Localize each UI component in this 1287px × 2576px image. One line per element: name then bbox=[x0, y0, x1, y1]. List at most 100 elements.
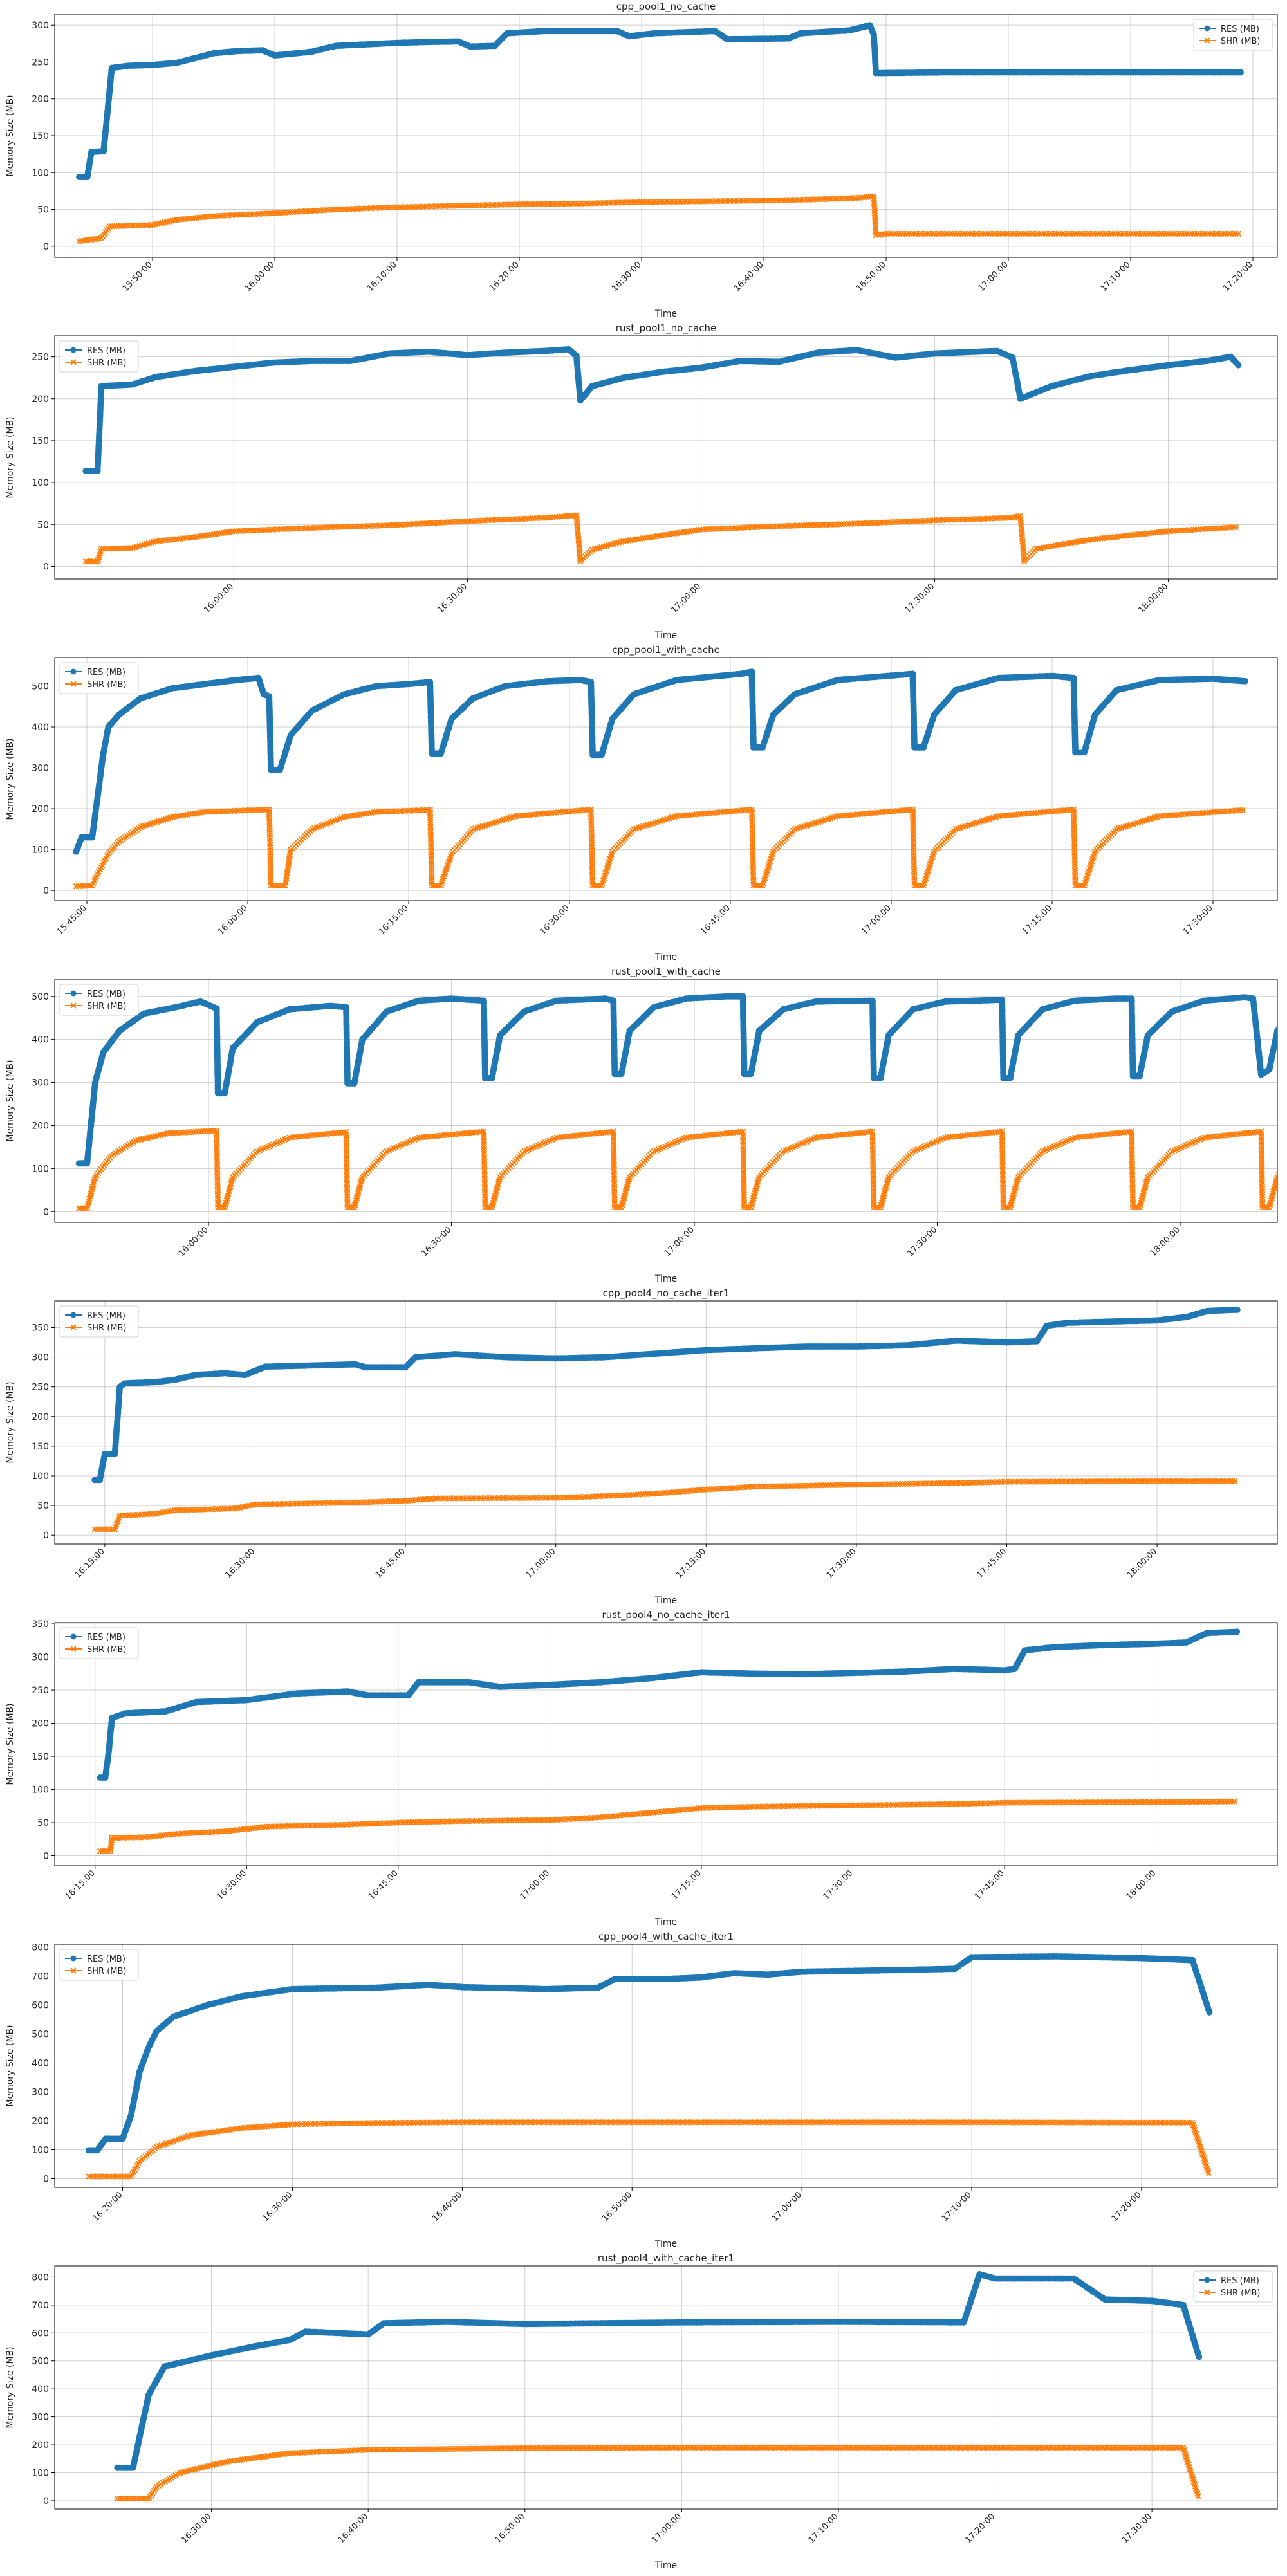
y-tick-label: 500 bbox=[32, 992, 49, 1002]
chart-panel: rust_pool1_no_cache 16:00:00 16:30:00 17:00… bbox=[0, 322, 1287, 643]
y-tick-label: 0 bbox=[43, 1207, 49, 1217]
series-line bbox=[86, 349, 1238, 471]
chart-panel: cpp_pool1_no_cache 15:50:00 16:00:00 16:10:… bbox=[0, 0, 1287, 322]
legend-marker bbox=[71, 347, 77, 353]
x-tick-label: 16:30:00 bbox=[538, 903, 571, 937]
legend-marker bbox=[1205, 26, 1210, 32]
x-tick-label: 17:15:00 bbox=[1021, 903, 1054, 937]
y-tick-label: 500 bbox=[32, 681, 49, 692]
x-tick-label: 17:00:00 bbox=[977, 260, 1010, 293]
y-tick-label: 300 bbox=[32, 1078, 49, 1089]
series-line bbox=[76, 672, 1245, 852]
x-tick-label: 17:10:00 bbox=[1099, 260, 1133, 293]
chart-svg: cpp_pool1_no_cache 15:50:00 16:00:00 16:10:… bbox=[0, 0, 1287, 322]
x-tick-label: 17:30:00 bbox=[903, 582, 936, 615]
x-tick-label: 16:30:00 bbox=[436, 582, 469, 615]
y-tick-label: 400 bbox=[32, 1035, 49, 1045]
data-point bbox=[1279, 1022, 1285, 1028]
y-axis-label: Memory Size (MB) bbox=[5, 738, 15, 820]
legend: RES (MB) SHR (MB) bbox=[60, 341, 138, 372]
chart-title: cpp_pool1_with_cache bbox=[612, 644, 720, 656]
data-point bbox=[1284, 1014, 1287, 1020]
y-tick-label: 100 bbox=[32, 478, 49, 488]
x-tick-label: 16:00:00 bbox=[216, 903, 250, 937]
y-tick-label: 0 bbox=[43, 562, 49, 572]
chart-svg: cpp_pool1_with_cache 15:45:00 16:00:00 16:1… bbox=[0, 643, 1287, 965]
x-tick-label: 16:45:00 bbox=[699, 903, 732, 937]
plot-area bbox=[76, 993, 1287, 1211]
data-point bbox=[1280, 1020, 1286, 1026]
x-tick-label: 16:40:00 bbox=[732, 260, 766, 293]
x-axis-label: Time bbox=[654, 630, 677, 641]
x-tick-label: 16:15:00 bbox=[377, 903, 411, 937]
data-point bbox=[1242, 678, 1248, 685]
x-tick-label: 17:00:00 bbox=[669, 582, 703, 615]
legend-label: SHR (MB) bbox=[87, 358, 126, 368]
y-tick-label: 200 bbox=[32, 804, 49, 814]
plot-area bbox=[82, 346, 1241, 564]
y-tick-label: 0 bbox=[43, 886, 49, 896]
x-tick-label: 18:00:00 bbox=[1137, 582, 1171, 615]
y-tick-label: 0 bbox=[43, 242, 49, 252]
x-tick-label: 16:00:00 bbox=[177, 1225, 210, 1258]
x-tick-label: 16:30:00 bbox=[610, 260, 644, 293]
y-axis-label: Memory Size (MB) bbox=[5, 1060, 15, 1141]
chart-title: rust_pool1_with_cache bbox=[611, 966, 721, 978]
chart-panel: cpp_pool1_with_cache 15:45:00 16:00:00 16:1… bbox=[0, 643, 1287, 965]
legend-label: RES (MB) bbox=[87, 668, 125, 677]
x-tick-label: 16:20:00 bbox=[488, 260, 521, 293]
x-axis-label: Time bbox=[654, 952, 677, 962]
y-tick-label: 250 bbox=[32, 57, 49, 68]
y-tick-label: 300 bbox=[32, 764, 49, 774]
legend-label: SHR (MB) bbox=[87, 680, 126, 690]
y-tick-label: 100 bbox=[32, 1164, 49, 1174]
data-point bbox=[1283, 1016, 1287, 1022]
y-tick-label: 200 bbox=[32, 95, 49, 105]
y-axis-label: Memory Size (MB) bbox=[5, 416, 15, 498]
y-tick-label: 300 bbox=[32, 21, 49, 31]
legend: RES (MB) SHR (MB) bbox=[1194, 19, 1272, 50]
x-tick-label: 16:10:00 bbox=[366, 260, 399, 293]
x-tick-label: 16:50:00 bbox=[855, 260, 888, 293]
x-tick-label: 18:00:00 bbox=[1149, 1225, 1182, 1258]
legend-label: SHR (MB) bbox=[1221, 37, 1260, 46]
plot-area bbox=[73, 668, 1248, 889]
data-point bbox=[1277, 1024, 1284, 1030]
y-tick-label: 150 bbox=[32, 131, 49, 142]
y-tick-label: 50 bbox=[37, 205, 49, 216]
y-axis-label: Memory Size (MB) bbox=[5, 95, 15, 176]
y-tick-label: 150 bbox=[32, 436, 49, 446]
plot-area bbox=[76, 22, 1244, 244]
x-tick-label: 17:00:00 bbox=[663, 1225, 696, 1258]
y-tick-label: 100 bbox=[32, 168, 49, 178]
x-tick-label: 15:50:00 bbox=[121, 260, 154, 293]
data-point bbox=[1235, 362, 1241, 369]
data-point bbox=[1281, 1018, 1287, 1024]
y-tick-label: 200 bbox=[32, 1121, 49, 1131]
y-tick-label: 50 bbox=[37, 520, 49, 530]
x-tick-label: 16:00:00 bbox=[202, 582, 236, 615]
x-tick-label: 16:00:00 bbox=[243, 260, 277, 293]
x-tick-label: 17:00:00 bbox=[860, 903, 893, 937]
x-tick-label: 17:30:00 bbox=[1181, 903, 1215, 937]
legend: RES (MB) SHR (MB) bbox=[60, 663, 138, 694]
legend-label: RES (MB) bbox=[87, 346, 125, 356]
data-point bbox=[1237, 69, 1244, 75]
x-tick-label: 17:20:00 bbox=[1221, 260, 1255, 293]
y-tick-label: 400 bbox=[32, 722, 49, 733]
legend-marker bbox=[71, 669, 77, 675]
x-axis-label: Time bbox=[654, 1274, 677, 1284]
chart-svg: rust_pool1_no_cache 16:00:00 16:30:00 17:00… bbox=[0, 322, 1287, 643]
series-line bbox=[79, 1131, 1287, 1208]
x-tick-label: 17:30:00 bbox=[905, 1225, 939, 1258]
chart-title: cpp_pool1_no_cache bbox=[616, 1, 716, 13]
legend-label: RES (MB) bbox=[1221, 24, 1259, 34]
y-tick-label: 100 bbox=[32, 845, 49, 856]
x-tick-label: 15:45:00 bbox=[55, 903, 89, 937]
x-axis-label: Time bbox=[654, 309, 677, 319]
chart-title: rust_pool1_no_cache bbox=[616, 322, 717, 335]
y-tick-label: 250 bbox=[32, 353, 49, 363]
